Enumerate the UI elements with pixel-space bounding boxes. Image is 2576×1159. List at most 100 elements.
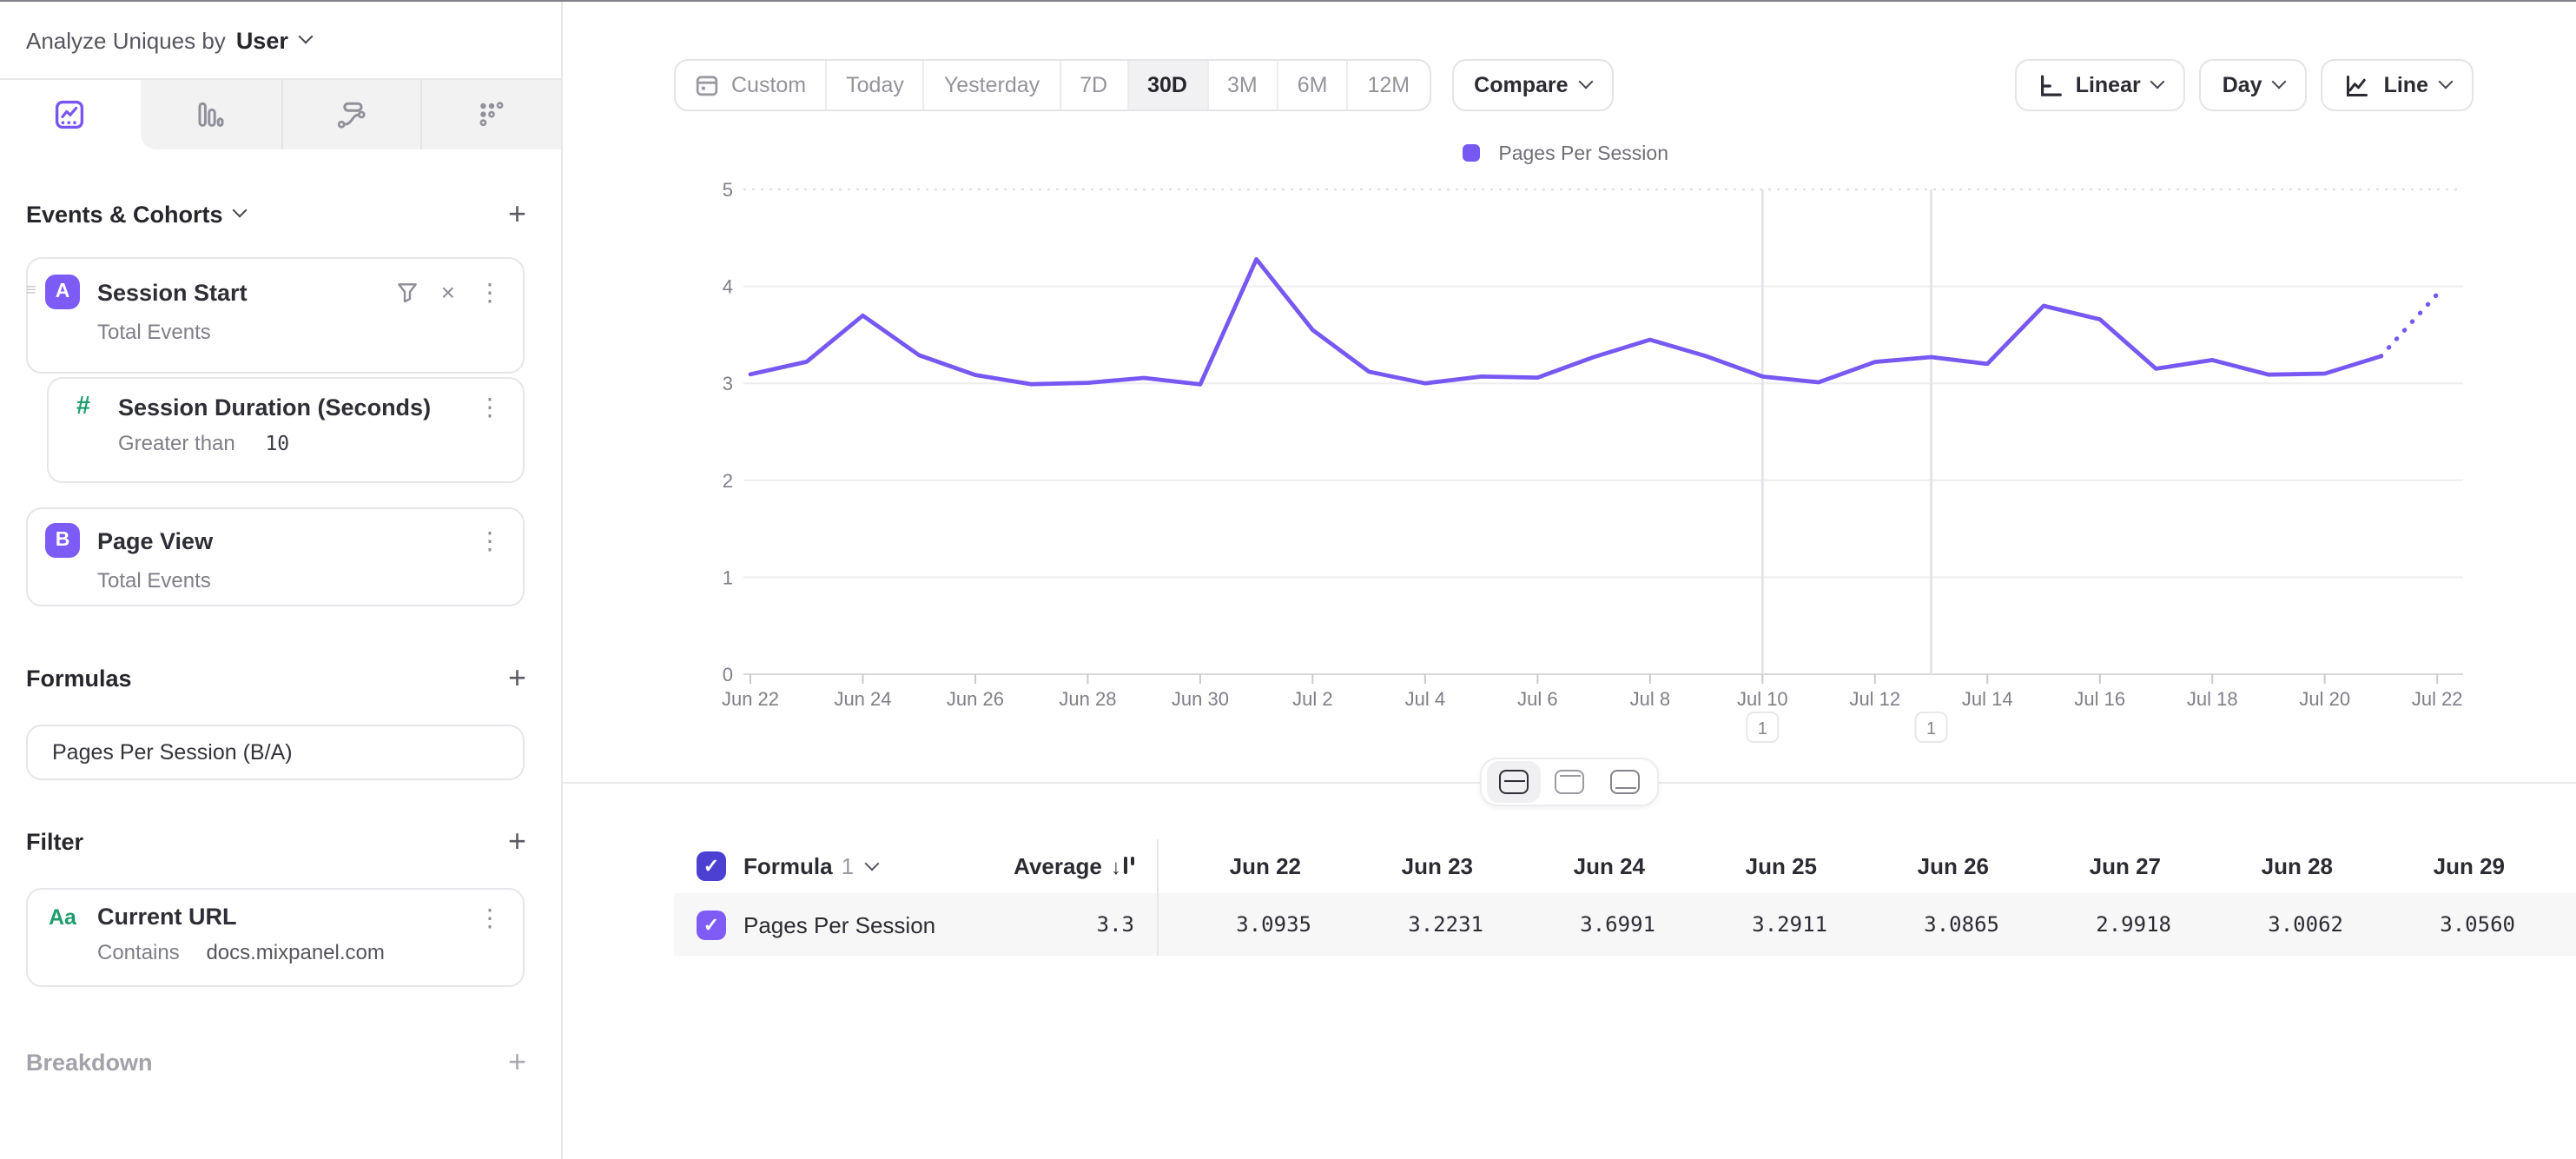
- group-number: 1: [841, 853, 855, 879]
- formula-text: Pages Per Session (B/A): [52, 740, 293, 765]
- range-button-6m[interactable]: 6M: [1276, 61, 1347, 109]
- svg-text:Jul 12: Jul 12: [1849, 688, 1900, 710]
- event-name[interactable]: Page View: [97, 527, 214, 553]
- table-date-header[interactable]: Jun 22: [1229, 852, 1301, 878]
- line-chart[interactable]: 0 1 2 3 4 5 Jun 22 Jun 24 Jun 26 Jun 28 Jun 30 Jul …: [667, 176, 2576, 756]
- average-header[interactable]: Average: [1014, 853, 1102, 879]
- tab-flows[interactable]: [281, 80, 421, 149]
- table-date-header[interactable]: Jun 25: [1745, 852, 1817, 878]
- range-button-7d[interactable]: 7D: [1059, 61, 1126, 109]
- date-range-group: Custom Today Yesterday 7D 30D 3M 6M 12M: [674, 59, 1431, 111]
- filter-label: Filter: [26, 828, 84, 854]
- range-button-custom[interactable]: Custom: [676, 61, 825, 109]
- split-view-icon: [1499, 770, 1529, 794]
- drag-handle-icon[interactable]: ≡: [26, 281, 36, 301]
- range-button-30d[interactable]: 30D: [1126, 61, 1206, 109]
- chart-legend[interactable]: Pages Per Session: [667, 144, 2465, 165]
- calendar-icon: [696, 76, 718, 96]
- breakdown-section-header: Breakdown +: [0, 1043, 561, 1081]
- range-button-yesterday[interactable]: Yesterday: [922, 61, 1059, 109]
- breakdown-label: Breakdown: [26, 1049, 153, 1075]
- linear-scale-icon: [2040, 74, 2062, 96]
- numeric-property-icon: #: [76, 393, 91, 421]
- table-date-header[interactable]: Jun 29: [2433, 852, 2505, 878]
- operator-value[interactable]: 10: [265, 431, 290, 455]
- group-label[interactable]: Formula: [743, 853, 833, 879]
- svg-text:Jul 16: Jul 16: [2074, 688, 2125, 710]
- filter-icon[interactable]: [396, 281, 419, 303]
- event-card-session-start[interactable]: ≡ A Session Start × ⋮ Total Events: [26, 257, 525, 374]
- column-divider: [1157, 839, 1159, 956]
- property-card-session-duration[interactable]: # Session Duration (Seconds) ⋮ Greater t…: [47, 377, 525, 483]
- operator-label[interactable]: Greater than: [118, 431, 235, 455]
- chevron-down-icon: [298, 29, 314, 44]
- kebab-menu-icon[interactable]: ⋮: [478, 903, 502, 931]
- svg-text:Jul 6: Jul 6: [1517, 688, 1557, 710]
- range-button-12m[interactable]: 12M: [1346, 61, 1430, 109]
- analyze-row: Analyze Uniques by User: [0, 2, 561, 80]
- svg-text:Jun 24: Jun 24: [834, 688, 891, 710]
- filter-value[interactable]: docs.mixpanel.com: [206, 940, 385, 964]
- table-value-cell: 3.0560: [2440, 912, 2515, 937]
- event-card-page-view[interactable]: B Page View ⋮ Total Events: [26, 507, 525, 606]
- analyze-value-dropdown[interactable]: User: [235, 27, 288, 53]
- split-view-button[interactable]: [1487, 761, 1541, 803]
- chart-only-view-button[interactable]: [1542, 761, 1596, 803]
- add-breakdown-button[interactable]: +: [507, 1044, 526, 1079]
- svg-text:1: 1: [1926, 719, 1936, 738]
- interval-button[interactable]: Day: [2199, 59, 2308, 111]
- tab-bar-chart[interactable]: [140, 80, 281, 149]
- filter-operator[interactable]: Contains: [97, 940, 180, 964]
- svg-text:0: 0: [723, 664, 733, 685]
- report-main: Custom Today Yesterday 7D 30D 3M 6M 12M Compare…: [563, 2, 2576, 1159]
- string-property-icon: Aa: [49, 904, 76, 929]
- svg-text:Jun 30: Jun 30: [1172, 688, 1229, 710]
- table-view-icon: [1610, 770, 1640, 794]
- property-name[interactable]: Session Duration (Seconds): [118, 394, 432, 420]
- event-letter-badge: A: [45, 275, 80, 309]
- formula-card[interactable]: Pages Per Session (B/A): [26, 725, 525, 780]
- chevron-down-icon[interactable]: [863, 855, 879, 871]
- table-date-header[interactable]: Jun 26: [1917, 852, 1989, 878]
- svg-text:Jul 20: Jul 20: [2299, 688, 2350, 710]
- table-only-view-button[interactable]: [1598, 761, 1652, 803]
- kebab-menu-icon[interactable]: ⋮: [478, 527, 502, 554]
- select-all-checkbox[interactable]: ✓: [697, 851, 726, 881]
- table-date-header[interactable]: Jun 23: [1401, 852, 1473, 878]
- formulas-label: Formulas: [26, 665, 132, 691]
- legend-swatch: [1463, 144, 1481, 162]
- event-name[interactable]: Session Start: [97, 279, 248, 305]
- range-button-3m[interactable]: 3M: [1206, 61, 1277, 109]
- sort-descending-icon[interactable]: ↓: [1111, 856, 1134, 877]
- date-headers: Jun 22 Jun 23 Jun 24 Jun 25 Jun 26 Jun 27 Jun …: [1157, 851, 2515, 882]
- add-filter-button[interactable]: +: [507, 824, 526, 858]
- row-checkbox[interactable]: ✓: [697, 910, 726, 939]
- event-aggregation[interactable]: Total Events: [97, 320, 211, 344]
- table-data-row[interactable]: ✓ Pages Per Session 3.3 3.0935 3.2231 3.69…: [674, 893, 2576, 956]
- chart-controls: Linear Day Line: [2014, 59, 2474, 111]
- kebab-menu-icon[interactable]: ⋮: [478, 278, 502, 306]
- analyze-label: Analyze Uniques by: [26, 27, 226, 53]
- compare-button[interactable]: Compare: [1451, 59, 1614, 111]
- remove-event-icon[interactable]: ×: [440, 278, 455, 306]
- formulas-section-header: Formulas +: [0, 659, 561, 697]
- visualization-tabs: [0, 80, 561, 149]
- filter-property-name[interactable]: Current URL: [97, 904, 237, 930]
- date-toolbar: Custom Today Yesterday 7D 30D 3M 6M 12M Compare: [674, 59, 1614, 111]
- kebab-menu-icon[interactable]: ⋮: [478, 393, 502, 421]
- add-formula-button[interactable]: +: [507, 660, 526, 695]
- scale-button[interactable]: Linear: [2014, 59, 2186, 111]
- average-value: 3.3: [1096, 912, 1134, 937]
- table-date-header[interactable]: Jun 24: [1573, 852, 1645, 878]
- tab-scatter[interactable]: [420, 80, 561, 149]
- table-date-header[interactable]: Jun 27: [2089, 852, 2161, 878]
- add-event-button[interactable]: +: [507, 196, 526, 231]
- event-aggregation[interactable]: Total Events: [97, 568, 211, 593]
- tab-insights-line[interactable]: [0, 80, 141, 149]
- table-date-header[interactable]: Jun 28: [2261, 852, 2333, 878]
- chart-type-button[interactable]: Line: [2321, 59, 2474, 111]
- svg-text:Jul 14: Jul 14: [1962, 688, 2013, 710]
- range-button-today[interactable]: Today: [825, 61, 923, 109]
- filter-card-current-url[interactable]: Aa Current URL ⋮ Contains docs.mixpanel.…: [26, 888, 525, 987]
